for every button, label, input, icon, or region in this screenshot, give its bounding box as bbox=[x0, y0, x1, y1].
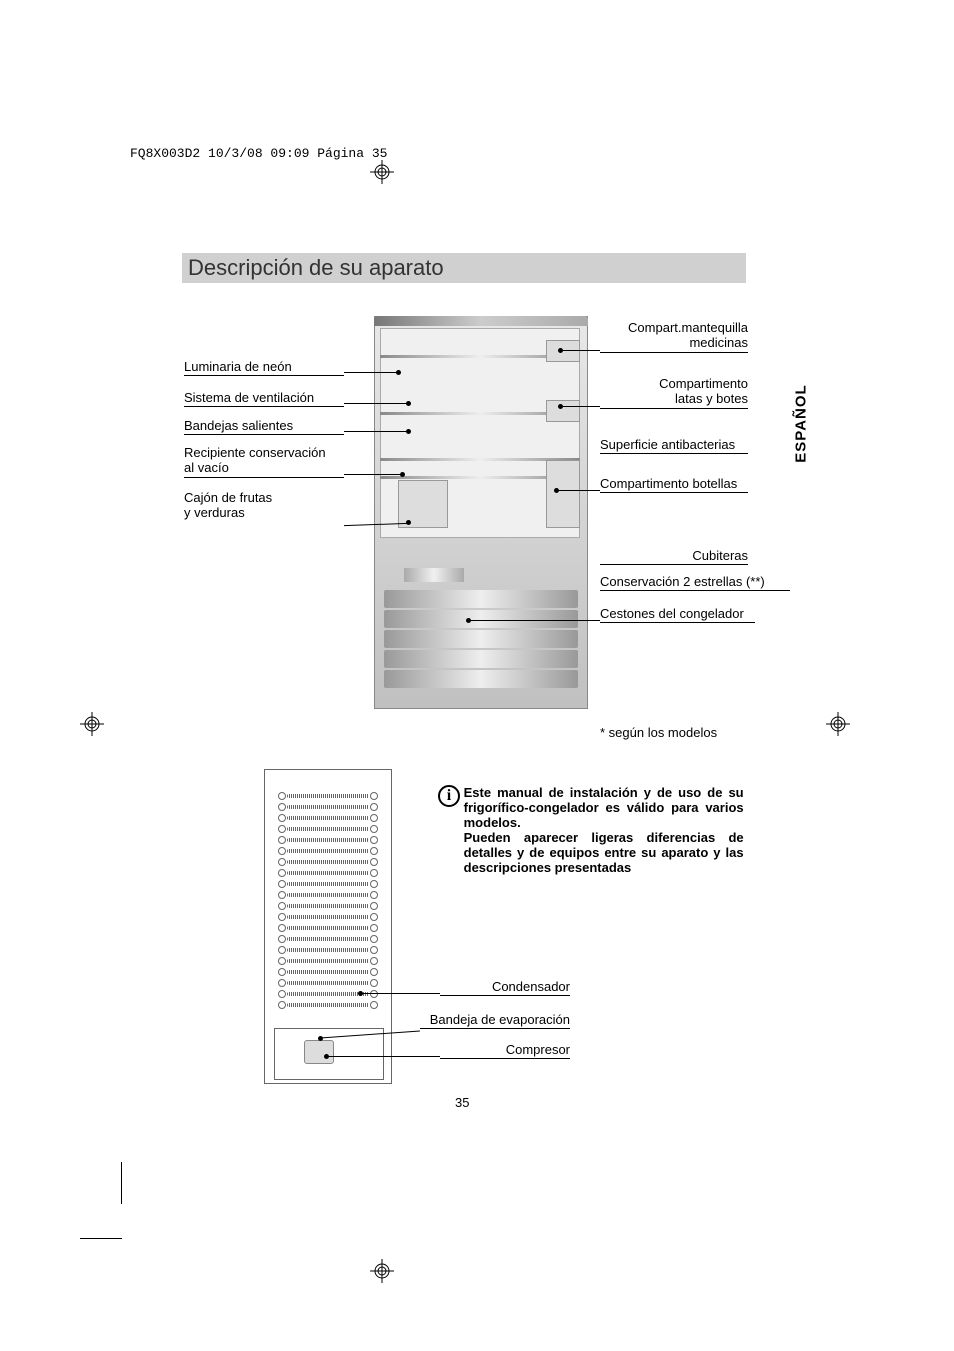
label-bottles: Compartimento botellas bbox=[600, 476, 737, 491]
language-tab: ESPAÑOL bbox=[793, 384, 810, 462]
ice-tray bbox=[404, 568, 464, 582]
pointer-line bbox=[556, 490, 600, 491]
pointer-line bbox=[560, 406, 600, 407]
print-header: FQ8X003D2 10/3/08 09:09 Página 35 bbox=[130, 146, 387, 161]
label-line2: y verduras bbox=[184, 505, 245, 520]
label-line1: Recipiente conservación bbox=[184, 445, 326, 460]
pointer-line bbox=[560, 350, 600, 351]
pointer-dot-icon bbox=[358, 991, 363, 996]
crop-mark-icon bbox=[80, 1238, 122, 1280]
registration-mark-bottom-icon bbox=[370, 1259, 394, 1283]
fridge-top-panel bbox=[374, 316, 588, 326]
label-line2: latas y botes bbox=[675, 391, 748, 406]
label-compressor: Compresor bbox=[440, 1042, 570, 1057]
pointer-dot-icon bbox=[558, 348, 563, 353]
label-condenser: Condensador bbox=[440, 979, 570, 994]
pointer-dot-icon bbox=[396, 370, 401, 375]
label-underline bbox=[600, 590, 790, 591]
label-underline bbox=[600, 492, 748, 493]
label-evaporation-tray: Bandeja de evaporación bbox=[420, 1012, 570, 1027]
pointer-dot-icon bbox=[554, 488, 559, 493]
page-number: 35 bbox=[455, 1095, 469, 1110]
label-underline bbox=[600, 352, 748, 353]
label-underline bbox=[600, 564, 748, 565]
label-underline bbox=[184, 375, 344, 376]
label-underline bbox=[440, 995, 570, 996]
pointer-dot-icon bbox=[466, 618, 471, 623]
pointer-line bbox=[344, 403, 408, 404]
pointer-line bbox=[468, 620, 600, 621]
info-note: i Este manual de instalación y de uso de… bbox=[438, 785, 748, 875]
label-line1: Compart.mantequilla bbox=[628, 320, 748, 335]
label-butter-compartment: Compart.mantequillamedicinas bbox=[600, 320, 748, 350]
label-ventilation: Sistema de ventilación bbox=[184, 390, 314, 405]
label-line1: Compartimento bbox=[659, 376, 748, 391]
label-ice-trays: Cubiteras bbox=[600, 548, 748, 563]
pointer-line bbox=[344, 372, 398, 373]
pointer-dot-icon bbox=[406, 401, 411, 406]
label-underline bbox=[440, 1058, 570, 1059]
pointer-dot-icon bbox=[558, 404, 563, 409]
registration-mark-right-icon bbox=[826, 712, 850, 736]
label-line2: al vacío bbox=[184, 460, 229, 475]
label-cans-compartment: Compartimentolatas y botes bbox=[600, 376, 748, 406]
pointer-line bbox=[344, 431, 408, 432]
freezer-drawers bbox=[384, 590, 578, 690]
label-underline bbox=[184, 434, 344, 435]
info-icon: i bbox=[438, 785, 460, 807]
crop-mark-icon bbox=[80, 1162, 122, 1204]
pointer-line bbox=[326, 1056, 440, 1057]
pointer-line bbox=[344, 474, 402, 475]
compressor-unit bbox=[304, 1040, 334, 1064]
pointer-dot-icon bbox=[406, 520, 411, 525]
label-vacuum-container: Recipiente conservaciónal vacío bbox=[184, 445, 326, 475]
label-underline bbox=[420, 1028, 570, 1029]
label-underline bbox=[600, 622, 755, 623]
label-neon-light: Luminaria de neón bbox=[184, 359, 292, 374]
pointer-dot-icon bbox=[400, 472, 405, 477]
pointer-dot-icon bbox=[406, 429, 411, 434]
label-freezer-baskets: Cestones del congelador bbox=[600, 606, 744, 621]
label-underline bbox=[600, 408, 748, 409]
pointer-line bbox=[360, 993, 440, 994]
pointer-dot-icon bbox=[318, 1036, 323, 1041]
label-line1: Cajón de frutas bbox=[184, 490, 272, 505]
footnote: * según los modelos bbox=[600, 725, 717, 740]
butter-compartment bbox=[546, 340, 580, 362]
info-para1: Este manual de instalación y de uso de s… bbox=[464, 785, 744, 830]
page-title: Descripción de su aparato bbox=[188, 255, 444, 281]
label-underline bbox=[184, 406, 344, 407]
label-antibacterial: Superficie antibacterias bbox=[600, 437, 735, 452]
label-fruit-drawer: Cajón de frutasy verduras bbox=[184, 490, 272, 520]
registration-mark-top-icon bbox=[370, 160, 394, 184]
label-shelves: Bandejas salientes bbox=[184, 418, 293, 433]
label-underline bbox=[600, 453, 748, 454]
condenser-coils bbox=[278, 790, 378, 1010]
registration-mark-left-icon bbox=[80, 712, 104, 736]
label-two-star: Conservación 2 estrellas (**) bbox=[600, 574, 765, 589]
bottle-compartment bbox=[546, 460, 580, 528]
cans-compartment bbox=[546, 400, 580, 422]
label-underline bbox=[184, 477, 344, 478]
pointer-dot-icon bbox=[324, 1054, 329, 1059]
info-para2: Pueden aparecer ligeras diferencias de d… bbox=[464, 830, 744, 875]
label-line2: medicinas bbox=[689, 335, 748, 350]
